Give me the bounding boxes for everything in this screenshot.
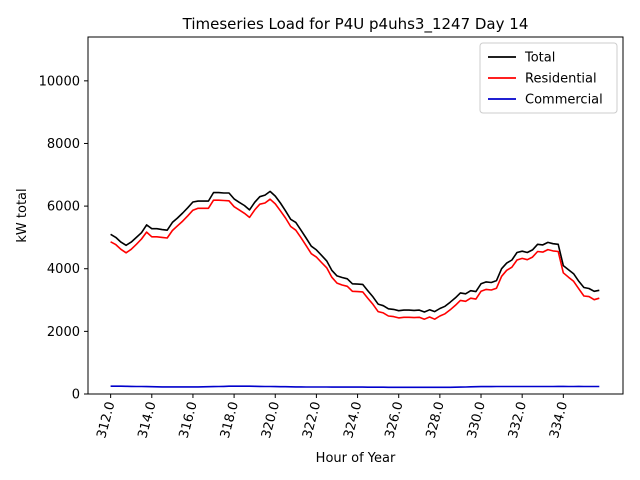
legend-label-residential: Residential: [525, 72, 597, 87]
y-tick-label: 8000: [47, 137, 80, 152]
x-tick-label: 334.0: [547, 400, 571, 440]
series-line-total: [110, 190, 600, 313]
x-tick-label: 332.0: [506, 400, 530, 440]
axes-layer: 0 2000 4000 6000 8000 10000 312.0 314.0 316.0 318…: [39, 36, 624, 440]
x-tick-label: 324.0: [341, 400, 365, 440]
legend-label-total: Total: [524, 51, 555, 66]
x-tick-label: 320.0: [259, 400, 283, 440]
series-line-residential: [110, 198, 600, 321]
legend-box: [479, 42, 618, 114]
y-axis-label: kW total: [15, 188, 30, 242]
y-tick-label: 0: [72, 388, 80, 403]
chart-title: Timeseries Load for P4U p4uhs3_1247 Day …: [182, 15, 529, 34]
x-tick-label: 312.0: [94, 400, 118, 440]
y-tick-label: 4000: [47, 262, 80, 277]
plot-frame: [87, 36, 624, 395]
legend: Total Residential Commercial: [479, 42, 618, 114]
x-axis-label: Hour of Year: [316, 451, 396, 466]
series-layer: [110, 190, 600, 389]
x-tick-label: 316.0: [177, 400, 201, 440]
x-tick-label: 326.0: [382, 400, 406, 440]
x-tick-label: 318.0: [218, 400, 242, 440]
x-tick-label: 314.0: [136, 400, 160, 440]
series-line-commercial: [110, 385, 600, 389]
legend-label-commercial: Commercial: [525, 93, 603, 108]
x-tick-label: 330.0: [465, 400, 489, 440]
x-tick-label: 322.0: [300, 400, 324, 440]
y-tick-label: 6000: [47, 200, 80, 215]
y-tick-label: 10000: [39, 74, 80, 89]
x-tick-label: 328.0: [424, 400, 448, 440]
y-tick-label: 2000: [47, 325, 80, 340]
